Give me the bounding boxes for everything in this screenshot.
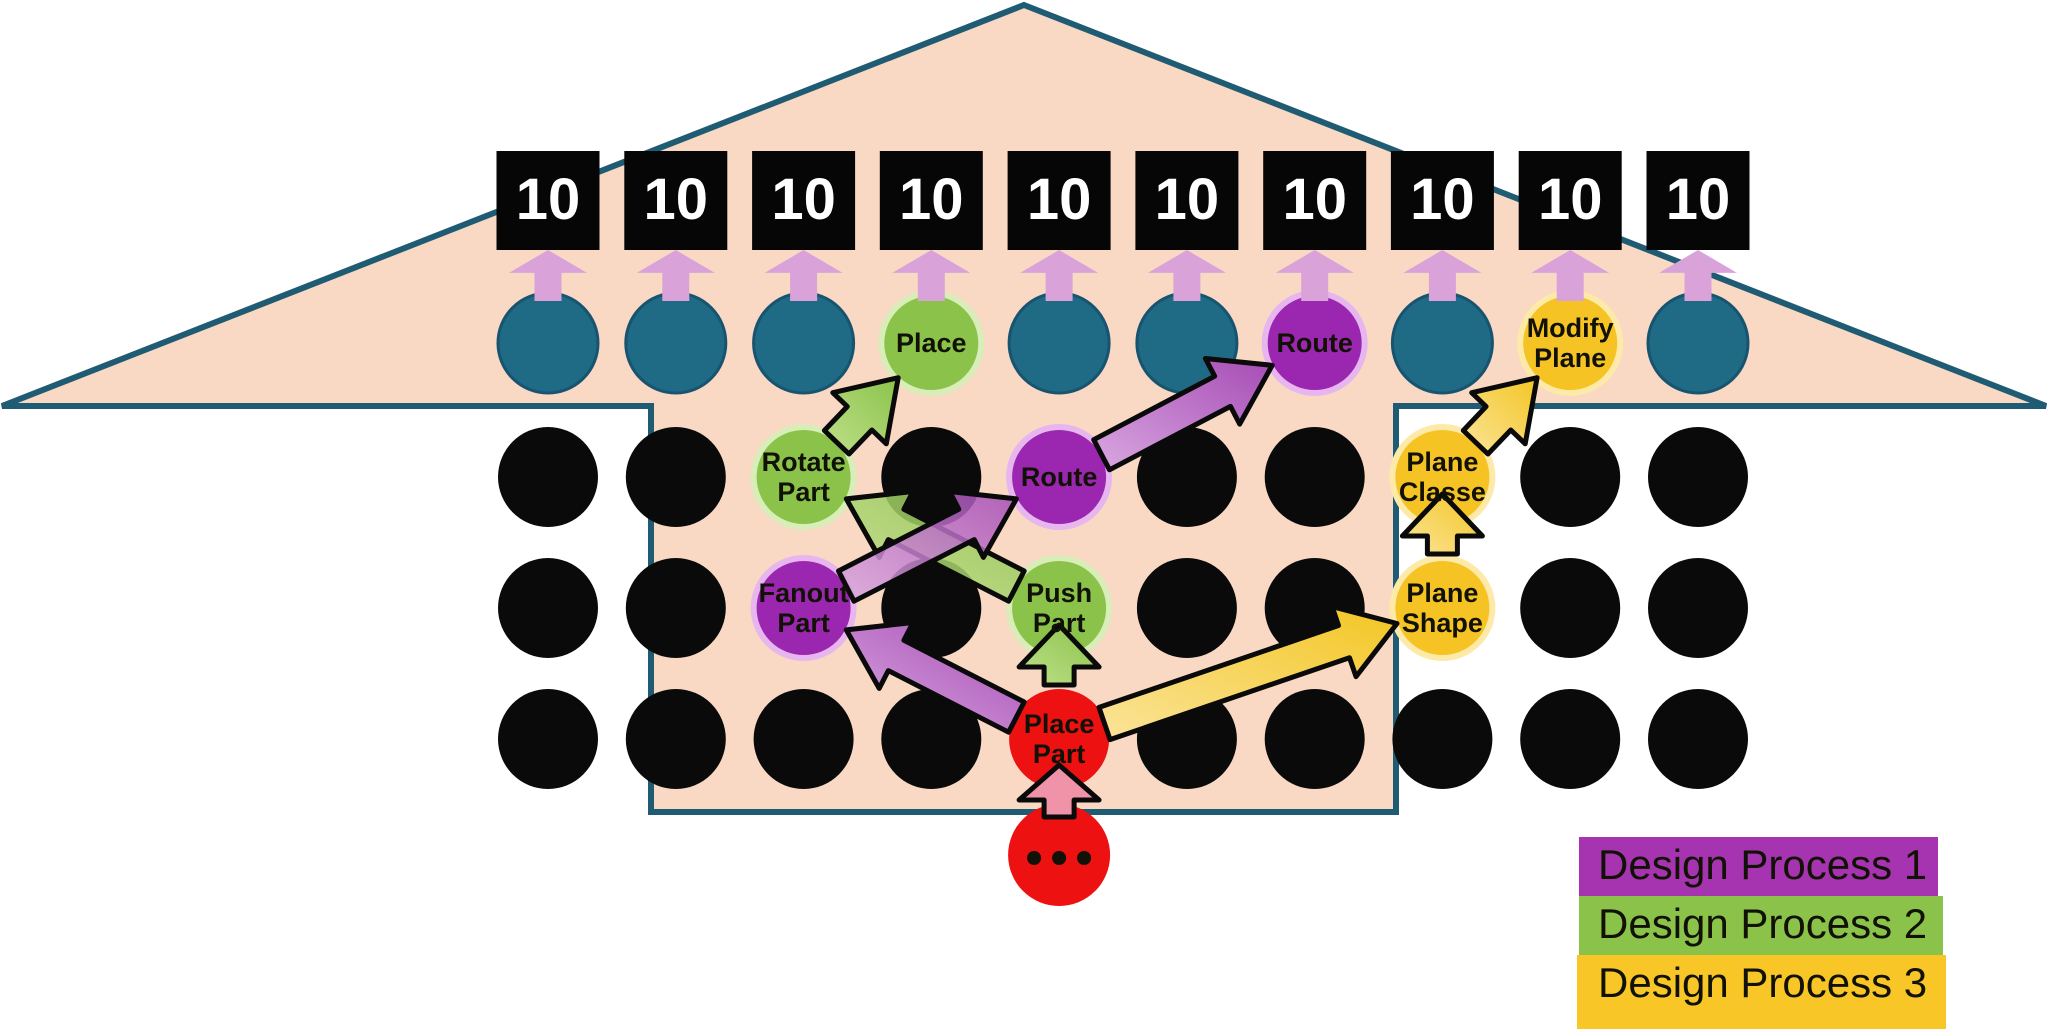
svg-text:Plane: Plane (1406, 578, 1478, 608)
svg-text:Part: Part (777, 477, 830, 507)
svg-text:Route: Route (1021, 462, 1098, 492)
svg-text:Design Process 2: Design Process 2 (1598, 900, 1927, 947)
svg-text:Design Process 1: Design Process 1 (1598, 841, 1927, 888)
svg-text:10: 10 (1155, 167, 1220, 232)
svg-text:Shape: Shape (1402, 608, 1483, 638)
svg-text:10: 10 (1666, 167, 1731, 232)
svg-text:Part: Part (1033, 739, 1086, 769)
svg-text:Rotate: Rotate (762, 447, 846, 477)
svg-text:10: 10 (899, 167, 964, 232)
svg-text:Plane: Plane (1534, 343, 1606, 373)
svg-text:10: 10 (644, 167, 709, 232)
svg-text:10: 10 (771, 167, 836, 232)
svg-text:Route: Route (1276, 328, 1353, 358)
svg-text:10: 10 (516, 167, 581, 232)
svg-text:Plane: Plane (1406, 447, 1478, 477)
svg-text:Push: Push (1026, 578, 1092, 608)
svg-text:10: 10 (1282, 167, 1347, 232)
svg-text:Modify: Modify (1527, 313, 1614, 343)
svg-text:10: 10 (1027, 167, 1092, 232)
svg-text:Place: Place (1024, 709, 1095, 739)
svg-text:10: 10 (1538, 167, 1603, 232)
svg-text:Classe: Classe (1399, 477, 1486, 507)
svg-text:Fanout: Fanout (759, 578, 849, 608)
svg-text:Place: Place (896, 328, 967, 358)
svg-text:10: 10 (1410, 167, 1475, 232)
svg-text:Part: Part (777, 608, 830, 638)
svg-text:Part: Part (1033, 608, 1086, 638)
svg-text:Design Process 3: Design Process 3 (1598, 959, 1927, 1006)
